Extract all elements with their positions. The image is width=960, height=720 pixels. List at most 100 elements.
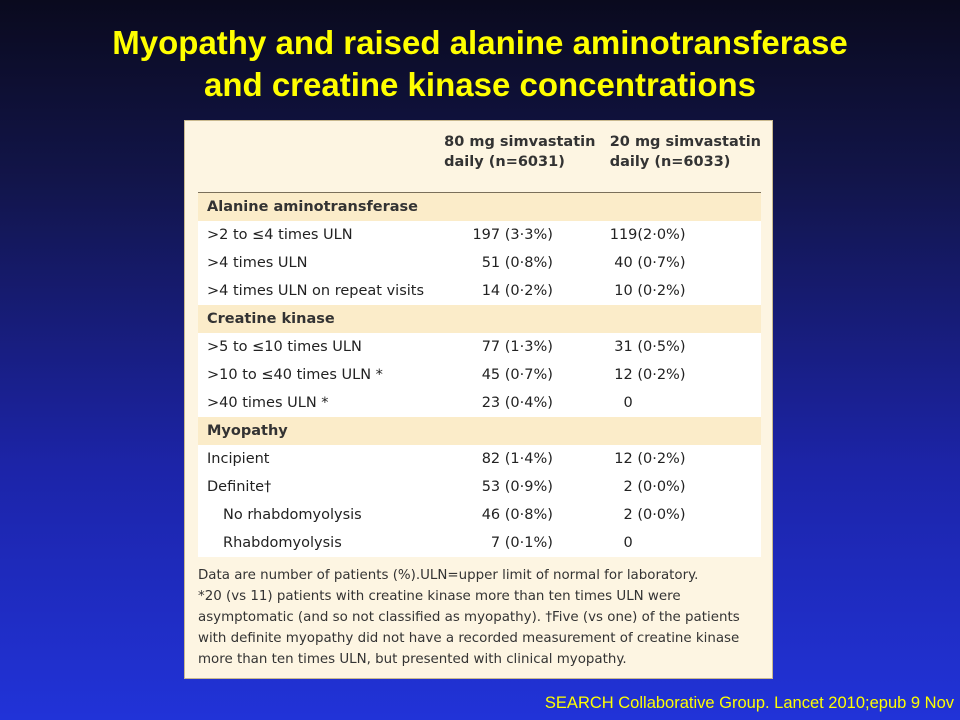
header-80mg-line-1: 80 mg simvastatin <box>444 134 596 150</box>
value-80mg: 51 (0·8%) <box>435 249 601 277</box>
header-80mg-line-2: daily (n=6031) <box>444 154 565 170</box>
value-20mg: 0 <box>600 389 761 417</box>
row-label: >5 to ≤10 times ULN <box>198 333 436 361</box>
percent-20mg: (0·0%) <box>637 507 686 523</box>
percent-80mg: (0·8%) <box>504 507 553 523</box>
percent-80mg: (0·9%) <box>504 479 553 495</box>
row-label: >4 times ULN <box>198 249 436 277</box>
count-20mg: 10 <box>614 283 633 299</box>
value-80mg: 7 (0·1%) <box>435 529 601 557</box>
percent-20mg: (0·2%) <box>637 367 686 383</box>
percent-20mg: (0·7%) <box>637 255 686 271</box>
percent-80mg: (3·3%) <box>504 227 553 243</box>
footnote-line: Data are number of patients (%).ULN=uppe… <box>198 568 699 583</box>
slide-title: Myopathy and raised alanine aminotransfe… <box>0 22 960 106</box>
count-20mg: 31 <box>614 339 633 355</box>
value-20mg: 0 <box>600 529 761 557</box>
count-20mg: 40 <box>614 255 633 271</box>
count-80mg: 197 <box>472 227 501 243</box>
value-20mg: 10 (0·2%) <box>600 277 761 305</box>
value-80mg: 46 (0·8%) <box>435 501 601 529</box>
count-80mg: 23 <box>481 395 501 411</box>
percent-80mg: (0·8%) <box>504 255 553 271</box>
header-20mg-line-1: 20 mg simvastatin <box>609 134 761 150</box>
count-80mg: 7 <box>490 535 501 551</box>
table-footnote: Data are number of patients (%).ULN=uppe… <box>198 565 763 670</box>
percent-20mg: (0·2%) <box>637 283 686 299</box>
value-20mg: 12 (0·2%) <box>600 445 761 473</box>
row-label: >10 to ≤40 times ULN * <box>198 361 436 389</box>
percent-80mg: (1·3%) <box>504 339 553 355</box>
row-label: >40 times ULN * <box>198 389 436 417</box>
row-label: >4 times ULN on repeat visits <box>198 277 436 305</box>
percent-80mg: (0·1%) <box>504 535 553 551</box>
value-80mg: 82 (1·4%) <box>435 445 601 473</box>
count-20mg: 0 <box>623 395 633 411</box>
count-80mg: 82 <box>481 451 501 467</box>
results-panel: 80 mg simvastatin daily (n=6031) 20 mg s… <box>184 120 773 679</box>
header-80mg: 80 mg simvastatin daily (n=6031) <box>435 121 601 193</box>
value-80mg: 14 (0·2%) <box>435 277 601 305</box>
value-80mg: 197 (3·3%) <box>435 221 601 249</box>
table-row: Definite† 53 (0·9%) 2 (0·0%) <box>198 473 761 501</box>
value-20mg: 2 (0·0%) <box>600 501 761 529</box>
table-row: >10 to ≤40 times ULN * 45 (0·7%) 12 (0·2… <box>198 361 761 389</box>
value-20mg: 31 (0·5%) <box>600 333 761 361</box>
percent-80mg: (0·7%) <box>504 367 553 383</box>
section-label: Myopathy <box>198 417 761 445</box>
count-20mg: 12 <box>614 451 633 467</box>
footnote-line: asymptomatic (and so not classified as m… <box>198 610 740 625</box>
footnote-line: *20 (vs 11) patients with creatine kinas… <box>198 589 681 604</box>
value-20mg: 40 (0·7%) <box>600 249 761 277</box>
percent-80mg: (1·4%) <box>504 451 553 467</box>
slide-title-line-2: and creatine kinase concentrations <box>203 66 757 103</box>
count-80mg: 46 <box>481 507 501 523</box>
section-label: Creatine kinase <box>198 305 761 333</box>
table-row: >5 to ≤10 times ULN 77 (1·3%) 31 (0·5%) <box>198 333 761 361</box>
percent-80mg: (0·2%) <box>504 283 553 299</box>
header-20mg-line-2: daily (n=6033) <box>609 154 731 170</box>
section-label: Alanine aminotransferase <box>198 192 761 221</box>
section-row-ck: Creatine kinase <box>198 305 761 333</box>
footnote-line: more than ten times ULN, but presented w… <box>198 652 627 667</box>
value-20mg: 119 (2·0%) <box>600 221 761 249</box>
slide-title-line-1: Myopathy and raised alanine aminotransfe… <box>112 24 848 61</box>
row-label: Definite† <box>198 473 436 501</box>
row-label: Incipient <box>198 445 436 473</box>
percent-20mg: (0·5%) <box>637 339 686 355</box>
table-row: >2 to ≤4 times ULN 197 (3·3%) 119 (2·0%) <box>198 221 761 249</box>
header-20mg: 20 mg simvastatin daily (n=6033) <box>601 121 761 193</box>
count-80mg: 51 <box>481 255 501 271</box>
results-table: 80 mg simvastatin daily (n=6031) 20 mg s… <box>198 121 761 557</box>
count-80mg: 45 <box>481 367 501 383</box>
row-label: >2 to ≤4 times ULN <box>198 221 436 249</box>
count-20mg: 0 <box>623 535 633 551</box>
count-20mg: 2 <box>623 479 633 495</box>
table-row: Rhabdomyolysis 7 (0·1%) 0 <box>198 529 761 557</box>
count-80mg: 77 <box>481 339 501 355</box>
value-80mg: 45 (0·7%) <box>435 361 601 389</box>
count-20mg: 2 <box>623 507 633 523</box>
table-row: >4 times ULN 51 (0·8%) 40 (0·7%) <box>198 249 761 277</box>
value-20mg: 2 (0·0%) <box>600 473 761 501</box>
count-20mg: 12 <box>614 367 633 383</box>
value-20mg: 12 (0·2%) <box>600 361 761 389</box>
footnote-line: with definite myopathy did not have a re… <box>198 631 740 646</box>
table-row: No rhabdomyolysis 46 (0·8%) 2 (0·0%) <box>198 501 761 529</box>
percent-20mg: (0·0%) <box>637 479 686 495</box>
percent-20mg: (2·0%) <box>637 227 686 243</box>
count-80mg: 53 <box>481 479 501 495</box>
table-header-row: 80 mg simvastatin daily (n=6031) 20 mg s… <box>198 121 761 193</box>
table-row: >4 times ULN on repeat visits 14 (0·2%) … <box>198 277 761 305</box>
table-row: >40 times ULN * 23 (0·4%) 0 <box>198 389 761 417</box>
count-20mg: 119 <box>609 227 638 243</box>
value-80mg: 53 (0·9%) <box>435 473 601 501</box>
row-label: No rhabdomyolysis <box>198 501 436 529</box>
header-blank-cell <box>198 121 435 193</box>
value-80mg: 23 (0·4%) <box>435 389 601 417</box>
section-row-alt: Alanine aminotransferase <box>198 192 761 221</box>
table-row: Incipient 82 (1·4%) 12 (0·2%) <box>198 445 761 473</box>
row-label: Rhabdomyolysis <box>198 529 436 557</box>
percent-80mg: (0·4%) <box>504 395 553 411</box>
value-80mg: 77 (1·3%) <box>435 333 601 361</box>
